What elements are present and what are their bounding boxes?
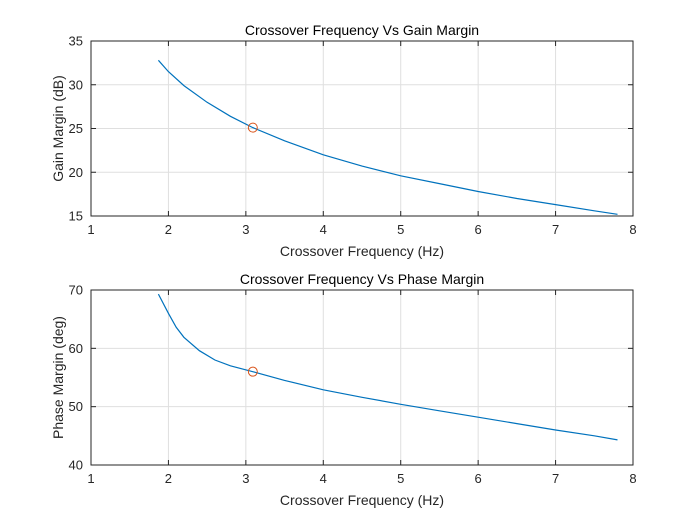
x-tick-label: 8 bbox=[629, 222, 636, 237]
x-axis-label: Crossover Frequency (Hz) bbox=[280, 243, 444, 259]
y-tick-label: 20 bbox=[69, 165, 83, 180]
x-tick-label: 3 bbox=[242, 471, 249, 486]
y-tick-label: 70 bbox=[69, 283, 83, 298]
y-axis-label: Gain Margin (dB) bbox=[50, 75, 66, 182]
plot-area bbox=[91, 290, 633, 465]
chart-panel-2: 1 2 3 4 5 6 7 8 40 50 60 70 Crossover Frequency Vs P… bbox=[50, 271, 637, 508]
x-tick-label: 1 bbox=[87, 471, 94, 486]
y-tick-label: 60 bbox=[69, 341, 83, 356]
x-tick-label: 6 bbox=[475, 222, 482, 237]
chart-panel-1: 1 2 3 4 5 6 7 8 15 20 25 30 35 Crossover Frequency Vs… bbox=[50, 22, 637, 259]
y-tick-label: 30 bbox=[69, 77, 83, 92]
x-tick-label: 5 bbox=[397, 222, 404, 237]
y-tick-label: 50 bbox=[69, 399, 83, 414]
x-tick-label: 1 bbox=[87, 222, 94, 237]
x-tick-label: 4 bbox=[320, 471, 327, 486]
chart-title: Crossover Frequency Vs Phase Margin bbox=[240, 271, 484, 287]
y-tick-label: 40 bbox=[69, 458, 83, 473]
x-tick-label: 2 bbox=[165, 471, 172, 486]
series-line bbox=[157, 59, 618, 215]
x-tick-label: 3 bbox=[242, 222, 249, 237]
x-tick-label: 7 bbox=[552, 471, 559, 486]
x-tick-label: 7 bbox=[552, 222, 559, 237]
y-tick-label: 35 bbox=[69, 34, 83, 49]
y-tick-label: 25 bbox=[69, 121, 83, 136]
operating-point-marker bbox=[247, 122, 258, 133]
x-tick-label: 2 bbox=[165, 222, 172, 237]
chart-title: Crossover Frequency Vs Gain Margin bbox=[245, 22, 479, 38]
y-axis-label: Phase Margin (deg) bbox=[50, 316, 66, 439]
x-tick-label: 6 bbox=[475, 471, 482, 486]
x-axis-label: Crossover Frequency (Hz) bbox=[280, 492, 444, 508]
operating-point-marker bbox=[247, 366, 258, 377]
x-tick-label: 5 bbox=[397, 471, 404, 486]
axes-box bbox=[90, 289, 634, 466]
series-line bbox=[157, 293, 618, 441]
y-tick-label: 15 bbox=[69, 209, 83, 224]
x-tick-label: 4 bbox=[320, 222, 327, 237]
x-tick-label: 8 bbox=[629, 471, 636, 486]
